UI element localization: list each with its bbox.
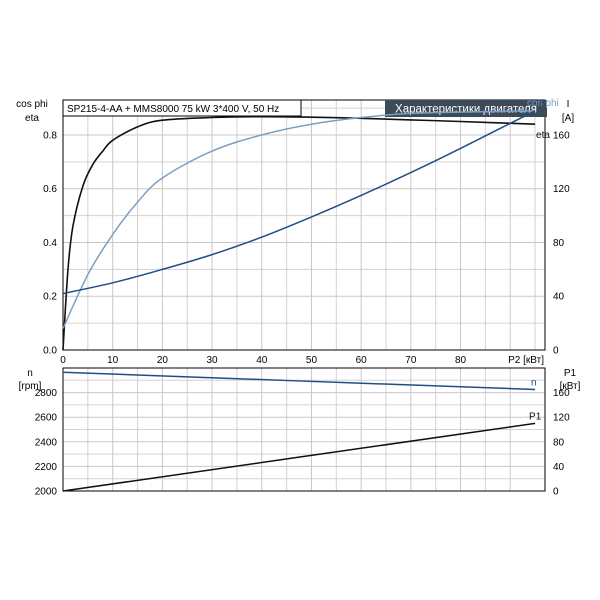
lower-y-tick-label: 2800	[35, 388, 58, 399]
y-tick-label: 0.8	[43, 130, 57, 141]
y2-tick-label: 80	[553, 238, 565, 249]
lower-y-tick-label: 2000	[35, 487, 58, 498]
lower-y-tick-label: 2600	[35, 413, 58, 424]
series-label-I: I	[539, 99, 542, 110]
lower-series-line-n	[62, 371, 536, 391]
series-label-eta: eta	[536, 130, 550, 141]
series-line-cos-phi	[62, 110, 536, 329]
lower-y-tick-label: 2400	[35, 437, 58, 448]
x-tick-label: 10	[107, 355, 119, 366]
y2-tick-label: 40	[553, 292, 565, 303]
x-tick-label: 50	[306, 355, 318, 366]
lower-y2-tick-label: 40	[553, 462, 565, 473]
y-tick-label: 0.6	[43, 184, 57, 195]
lower-y2-tick-label: 80	[553, 437, 565, 448]
series-line-I	[62, 110, 536, 295]
upper-axis-labels: 0 10 20 30 40 50 60 70 80 0.0 0.2 0.4 0.6 0.8 0 40 80 120…	[16, 99, 574, 366]
y-tick-label: 0.2	[43, 292, 57, 303]
x-tick-label: 70	[405, 355, 417, 366]
y2-axis-label-unit: [A]	[562, 113, 574, 124]
lower-series-label-n: n	[531, 378, 537, 389]
lower-axis-labels: 2000 2200 2400 2600 2800 0 40 80 120 160 n [rpm] P1 […	[19, 368, 581, 498]
x-tick-label: 30	[207, 355, 219, 366]
y-tick-label: 0.4	[43, 238, 57, 249]
x-tick-label: 20	[157, 355, 169, 366]
motor-info-text: SP215-4-AA + MMS8000 75 kW 3*400 V, 50 H…	[67, 104, 279, 115]
lower-y2-tick-label: 120	[553, 413, 570, 424]
y2-axis-label-i: I	[567, 99, 570, 110]
lower-series-label-P1: P1	[529, 411, 542, 422]
x-tick-label: 40	[256, 355, 268, 366]
x-tick-label: 0	[60, 355, 66, 366]
upper-gridlines	[62, 100, 545, 351]
lower-y-tick-label: 2200	[35, 462, 58, 473]
lower-y2-tick-label: 0	[553, 487, 559, 498]
y2-tick-label: 0	[553, 346, 559, 357]
series-line-eta	[62, 115, 536, 351]
y2-tick-label: 160	[553, 130, 570, 141]
y-tick-label: 0.0	[43, 346, 57, 357]
y-axis-label-cosphi: cos phi	[16, 99, 48, 110]
y-axis-label-eta: eta	[25, 113, 39, 124]
lower-gridlines	[62, 367, 545, 492]
y2-tick-label: 120	[553, 184, 570, 195]
series-label-cos-phi: cos phi	[527, 98, 559, 109]
lower-y2-axis-label-p1: P1	[564, 368, 577, 379]
lower-y2-axis-label-unit: [кВт]	[560, 381, 581, 392]
x-tick-label: 80	[455, 355, 467, 366]
lower-y-axis-label-n: n	[27, 368, 33, 379]
x-tick-label: 60	[356, 355, 368, 366]
lower-y-axis-label-unit: [rpm]	[19, 381, 42, 392]
lower-plot-frame	[62, 367, 546, 492]
lower-y2-tick-label: 160	[553, 388, 570, 399]
x-axis-label: P2 [кВт]	[508, 355, 544, 366]
motor-info-box	[62, 99, 302, 117]
upper-plot-frame	[62, 99, 546, 351]
lower-series: n P1	[62, 371, 542, 492]
lower-series-line-P1	[62, 422, 536, 492]
